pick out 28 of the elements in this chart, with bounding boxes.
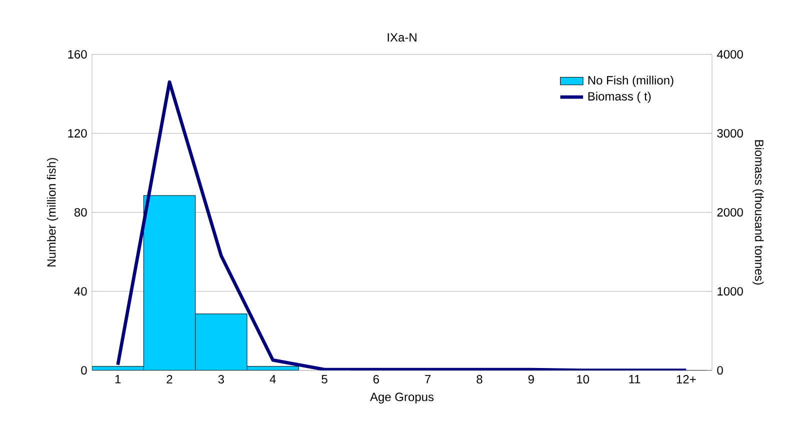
x-tick-label: 12+ xyxy=(676,375,696,384)
x-tick-label: 8 xyxy=(476,375,482,384)
x-tick-label: 9 xyxy=(528,375,534,384)
x-tick-label: 5 xyxy=(322,375,328,384)
x-axis-title: Age Gropus xyxy=(370,392,434,404)
y-tick-label: 120 xyxy=(68,129,87,138)
y-tick-label: 0 xyxy=(81,366,87,375)
x-tick-label: 2 xyxy=(166,375,172,384)
y-tick-label: 80 xyxy=(74,208,87,217)
legend-label: Biomass ( t) xyxy=(588,92,651,103)
y2-axis-title: Biomass (thousand tonnes) xyxy=(752,140,764,285)
y2-tick-label: 4000 xyxy=(716,50,743,59)
x-tick-label: 6 xyxy=(373,375,379,384)
x-tick-label: 10 xyxy=(577,375,590,384)
y-axis-title: Number (million fish) xyxy=(46,158,58,266)
y2-tick-label: 1000 xyxy=(718,287,743,296)
y-tick-label: 40 xyxy=(74,287,87,296)
y2-tick-label: 0 xyxy=(717,366,723,375)
chart-title: IXa-N xyxy=(388,33,416,42)
y-tick-label: 160 xyxy=(68,50,87,59)
x-tick-label: 11 xyxy=(629,375,640,384)
x-tick-label: 4 xyxy=(270,375,276,384)
x-tick-label: 7 xyxy=(425,375,431,384)
legend-label: No Fish (million) xyxy=(588,76,674,87)
x-tick-label: 1 xyxy=(115,375,121,384)
y2-tick-label: 3000 xyxy=(717,129,743,138)
y2-tick-label: 2000 xyxy=(717,208,743,217)
x-tick-label: 3 xyxy=(218,375,224,384)
